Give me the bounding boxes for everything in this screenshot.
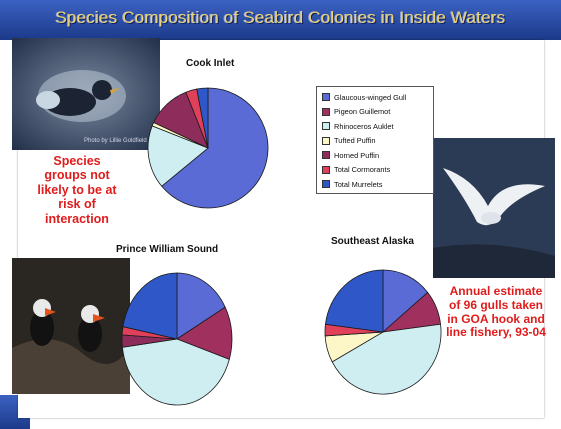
pie-slice-pws-glaucous-winged-gull bbox=[176, 272, 226, 340]
slide-title: Species Composition of Seabird Colonies … bbox=[55, 8, 506, 27]
pie-slice-cook-inlet-glaucous-winged-gull bbox=[161, 87, 269, 209]
pie-chart-cook-inlet bbox=[147, 87, 269, 209]
photo-credit: Photo by Lillie Goldfield bbox=[84, 138, 147, 144]
legend-swatch bbox=[322, 151, 330, 160]
legend-item: Pigeon Guillemot bbox=[322, 105, 428, 120]
legend-label: Rhinoceros Auklet bbox=[334, 121, 394, 131]
legend-swatch bbox=[322, 122, 330, 131]
title-band bbox=[0, 0, 561, 40]
legend-label: Tufted Puffin bbox=[334, 136, 376, 146]
legend-item: Glaucous-winged Gull bbox=[322, 90, 428, 105]
chart-title-southeast-alaska: Southeast Alaska bbox=[331, 236, 414, 247]
chart-title-cook-inlet: Cook Inlet bbox=[186, 58, 235, 69]
pie-slice-pws-total-murrelets bbox=[122, 272, 178, 340]
pie-slice-southeast-glaucous-winged-gull bbox=[382, 269, 429, 333]
chart-title-prince-william-sound: Prince William Sound bbox=[116, 244, 219, 255]
legend-label: Pigeon Guillemot bbox=[334, 107, 391, 117]
legend-swatch bbox=[322, 136, 330, 145]
legend-item: Rhinoceros Auklet bbox=[322, 119, 428, 134]
legend-item: Total Murrelets bbox=[322, 177, 428, 192]
photo-bird-in-water: Photo by Lillie Goldfield bbox=[12, 38, 160, 150]
pie-slice-cook-inlet-total-murrelets bbox=[196, 87, 209, 149]
legend-label: Total Cormorants bbox=[334, 165, 391, 175]
legend-label: Horned Puffin bbox=[334, 150, 380, 160]
photo-gull-flight bbox=[433, 138, 555, 278]
pie-slice-cook-inlet-rhinoceros-auklet bbox=[147, 125, 209, 187]
pie-slice-pws-rhinoceros-auklet bbox=[121, 338, 230, 406]
chart-legend: Glaucous-winged Gull Pigeon Guillemot Rh… bbox=[316, 86, 434, 194]
photo-puffins bbox=[12, 258, 130, 394]
legend-label: Glaucous-winged Gull bbox=[334, 92, 407, 102]
note-left: Species groups not likely to be at risk … bbox=[37, 154, 117, 226]
pie-chart-southeast-alaska bbox=[324, 269, 442, 395]
pie-slice-southeast-total-murrelets bbox=[325, 269, 384, 333]
legend-label: Total Murrelets bbox=[334, 179, 383, 189]
note-right: Annual estimate of 96 gulls taken in GOA… bbox=[446, 284, 546, 340]
legend-item: Tufted Puffin bbox=[322, 134, 428, 149]
legend-item: Total Cormorants bbox=[322, 163, 428, 178]
legend-swatch bbox=[322, 93, 330, 102]
legend-swatch bbox=[322, 107, 330, 116]
legend-item: Horned Puffin bbox=[322, 148, 428, 163]
pie-slice-southeast-rhinoceros-auklet bbox=[331, 323, 442, 395]
legend-swatch bbox=[322, 165, 330, 174]
pie-chart-prince-william-sound bbox=[121, 272, 233, 406]
legend-swatch bbox=[322, 180, 330, 189]
